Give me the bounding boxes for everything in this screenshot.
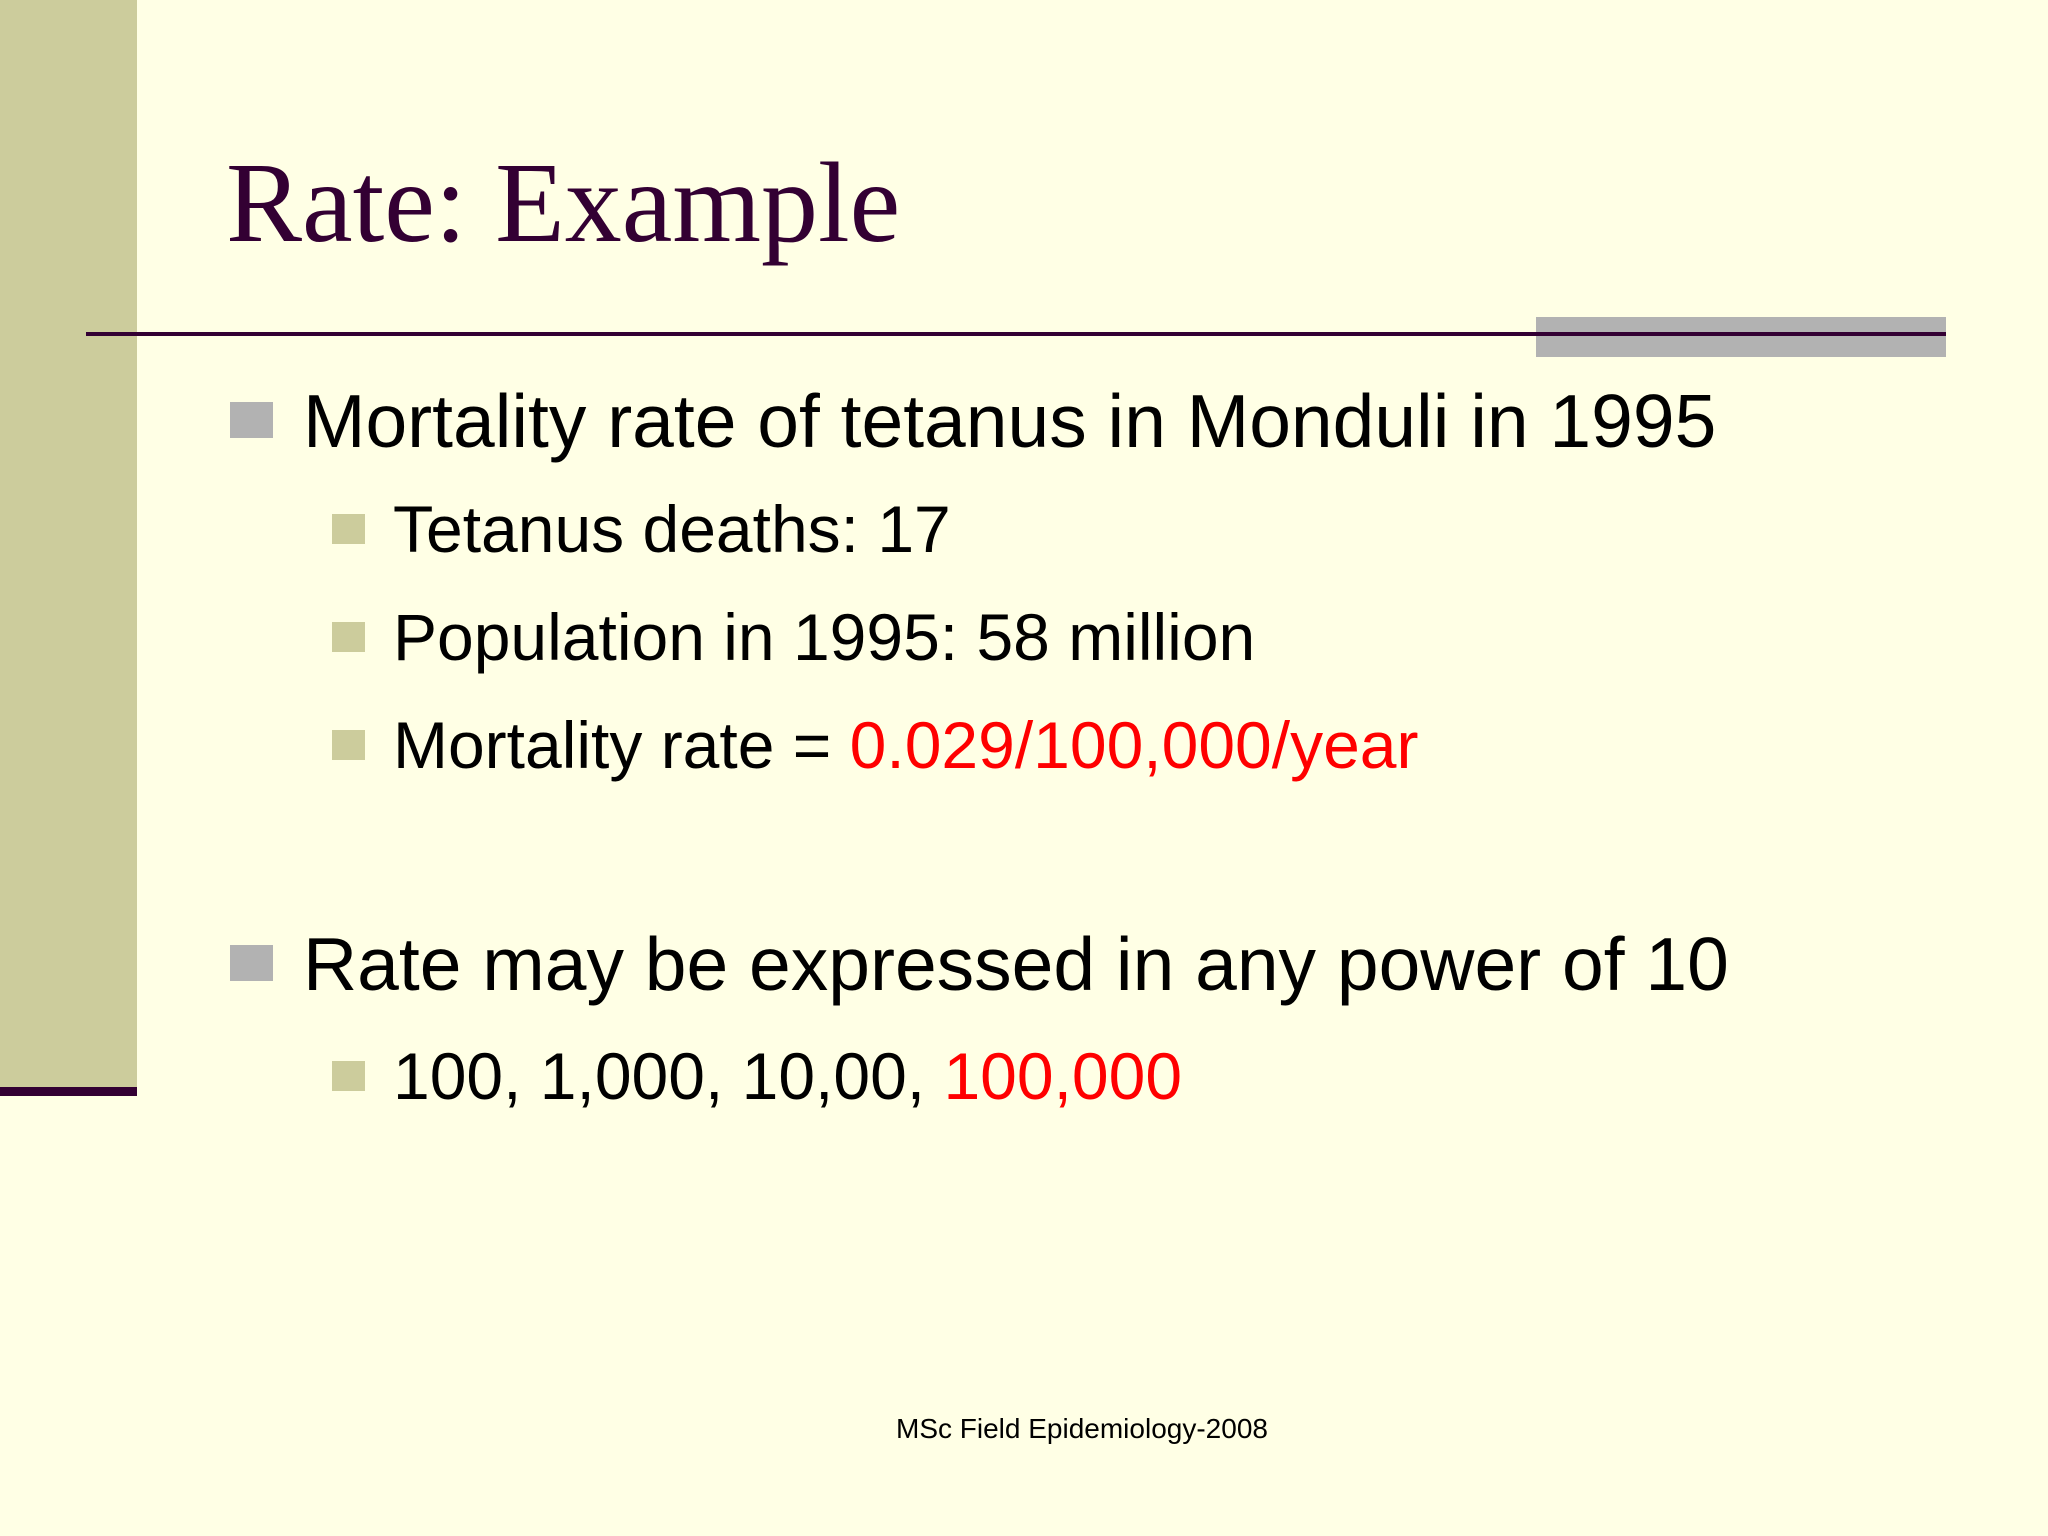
side-decoration-band [0, 0, 137, 1087]
title-divider [86, 332, 1946, 336]
square-bullet-icon [332, 514, 365, 544]
sub-bullet-text: Population in 1995: 58 million [393, 600, 1256, 674]
title-divider-accent [1536, 332, 1946, 336]
sub-bullet-prefix: Mortality rate = [393, 708, 850, 782]
bullet-text: Mortality rate of tetanus in Monduli in … [303, 379, 1717, 463]
sub-bullet-text: 100, 1,000, 10,00, 100,000 [393, 1036, 1182, 1116]
bullet-list: Mortality rate of tetanus in Monduli in … [230, 379, 1729, 1116]
sub-bullet-text: Mortality rate = 0.029/100,000/year [393, 705, 1418, 785]
highlighted-rate: 0.029/100,000/year [849, 708, 1419, 782]
square-bullet-icon [230, 945, 273, 981]
square-bullet-icon [230, 402, 273, 438]
square-bullet-icon [332, 1061, 365, 1091]
side-decoration-rule [0, 1087, 137, 1096]
bullet-text: Rate may be expressed in any power of 10 [303, 922, 1729, 1006]
sub-bullet-prefix: 100, 1,000, 10,00, [393, 1039, 944, 1113]
square-bullet-icon [332, 622, 365, 652]
highlighted-power: 100,000 [943, 1039, 1183, 1113]
sub-bullet-text: Tetanus deaths: 17 [393, 492, 951, 566]
title-accent-bar [1536, 317, 1946, 357]
footer-text: MSc Field Epidemiology-2008 [896, 1413, 1268, 1444]
slide-title: Rate: Example [226, 139, 901, 266]
square-bullet-icon [332, 730, 365, 760]
